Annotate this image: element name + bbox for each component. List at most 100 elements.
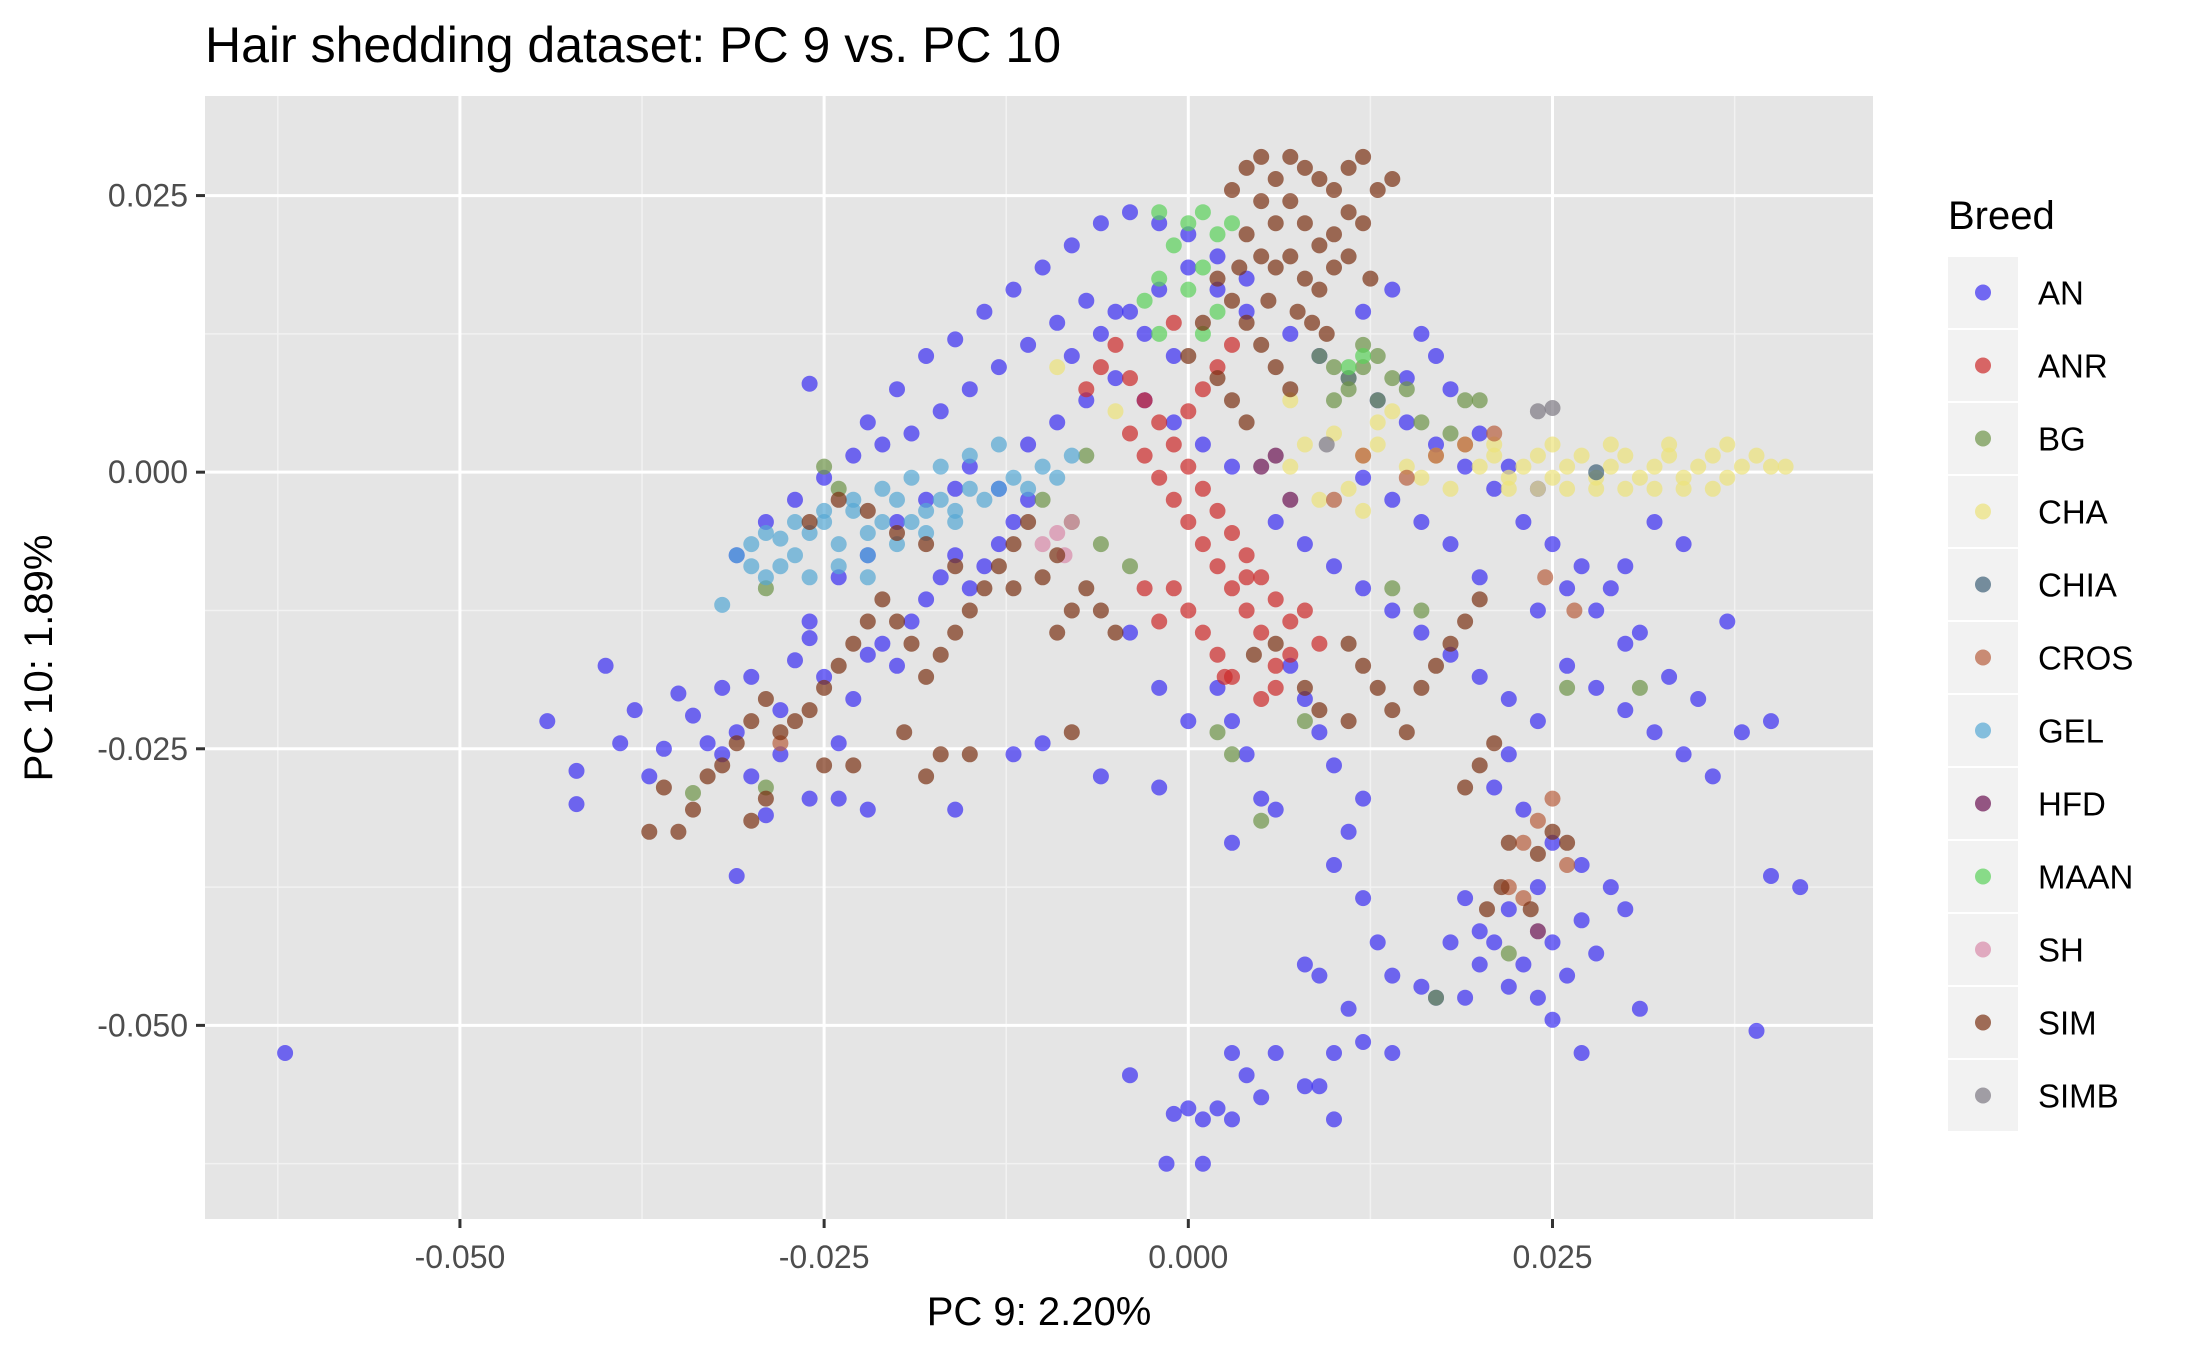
data-point (1267, 657, 1284, 674)
data-point (1311, 1078, 1328, 1095)
data-point (1573, 447, 1590, 464)
y-tick-label: 0.025 (108, 178, 188, 214)
data-point (1777, 458, 1794, 475)
x-axis-title: PC 9: 2.20% (927, 1290, 1152, 1334)
data-point (1719, 469, 1736, 486)
data-point (918, 536, 935, 553)
data-point (1318, 436, 1335, 453)
data-point (1340, 823, 1357, 840)
data-point (757, 514, 774, 530)
data-point (1326, 259, 1342, 276)
data-point (685, 785, 701, 801)
legend-label: CHA (2038, 494, 2108, 531)
data-point (1529, 447, 1546, 464)
data-point (1704, 480, 1721, 497)
data-point (1493, 879, 1510, 896)
y-tick-label: -0.050 (97, 1007, 188, 1043)
data-point (1267, 447, 1284, 464)
data-point (1151, 204, 1168, 221)
legend-label: CROS (2038, 640, 2133, 677)
data-point (714, 757, 731, 774)
data-point (568, 796, 585, 813)
data-point (859, 525, 876, 541)
data-point (1267, 514, 1284, 530)
data-point (1049, 525, 1066, 541)
legend-item-cha: CHA (1948, 476, 2108, 547)
data-point (1253, 790, 1270, 807)
data-point (1515, 801, 1532, 818)
data-point (1194, 259, 1211, 276)
data-point (1151, 270, 1168, 287)
data-point (1559, 458, 1576, 475)
data-point (787, 491, 803, 508)
data-point (1763, 458, 1779, 475)
data-point (1151, 414, 1168, 431)
data-point (918, 502, 935, 519)
data-point (1020, 436, 1037, 453)
data-point (801, 569, 818, 586)
data-point (1544, 400, 1561, 416)
data-point (1340, 370, 1357, 387)
data-point (1500, 458, 1517, 475)
data-point (1253, 569, 1270, 586)
data-point (1559, 480, 1576, 497)
data-point (1544, 1011, 1561, 1028)
data-point (1078, 392, 1095, 409)
data-point (1209, 270, 1226, 287)
data-point (801, 630, 818, 647)
data-point (1005, 469, 1022, 486)
data-point (1413, 978, 1430, 995)
data-point (1034, 536, 1051, 553)
data-point (1326, 857, 1342, 873)
data-point (1005, 536, 1022, 553)
data-point (1559, 857, 1576, 873)
data-point (714, 746, 731, 763)
data-point (1209, 248, 1226, 265)
data-point (1311, 281, 1328, 298)
data-point (728, 547, 745, 564)
data-point (1209, 226, 1226, 243)
data-point (1442, 934, 1459, 951)
data-point (1282, 458, 1299, 475)
data-point (1136, 325, 1153, 342)
data-point (1136, 292, 1153, 309)
data-point (1122, 558, 1138, 575)
data-point (1471, 569, 1488, 586)
data-point (1311, 491, 1328, 508)
data-point (1151, 779, 1168, 796)
legend-swatch (1975, 941, 1991, 958)
data-point (1151, 215, 1168, 232)
data-point (1457, 436, 1474, 453)
data-point (1311, 702, 1328, 719)
data-point (1020, 480, 1037, 497)
data-point (1340, 713, 1357, 730)
data-point (1471, 458, 1488, 475)
data-point (1165, 491, 1182, 508)
data-point (1384, 370, 1401, 387)
data-point (1748, 1022, 1765, 1039)
data-point (1253, 248, 1270, 265)
data-point (1588, 480, 1605, 497)
data-point (1355, 1034, 1372, 1050)
data-point (1107, 403, 1124, 420)
data-point (1165, 314, 1182, 331)
data-point (889, 491, 905, 508)
data-point (1602, 436, 1619, 453)
data-point (1020, 336, 1037, 353)
data-point (1515, 834, 1532, 851)
data-point (903, 613, 920, 630)
data-point (1238, 159, 1255, 176)
data-point (1646, 724, 1663, 741)
data-point (1544, 934, 1561, 951)
data-point (918, 491, 935, 508)
data-point (845, 635, 862, 652)
data-point (1442, 536, 1459, 553)
data-point (1005, 580, 1022, 597)
data-point (947, 624, 964, 641)
data-point (1078, 292, 1095, 309)
data-point (1296, 956, 1313, 973)
data-point (1224, 834, 1240, 851)
data-point (1661, 668, 1678, 685)
data-point (874, 591, 891, 608)
data-point (1355, 657, 1372, 674)
